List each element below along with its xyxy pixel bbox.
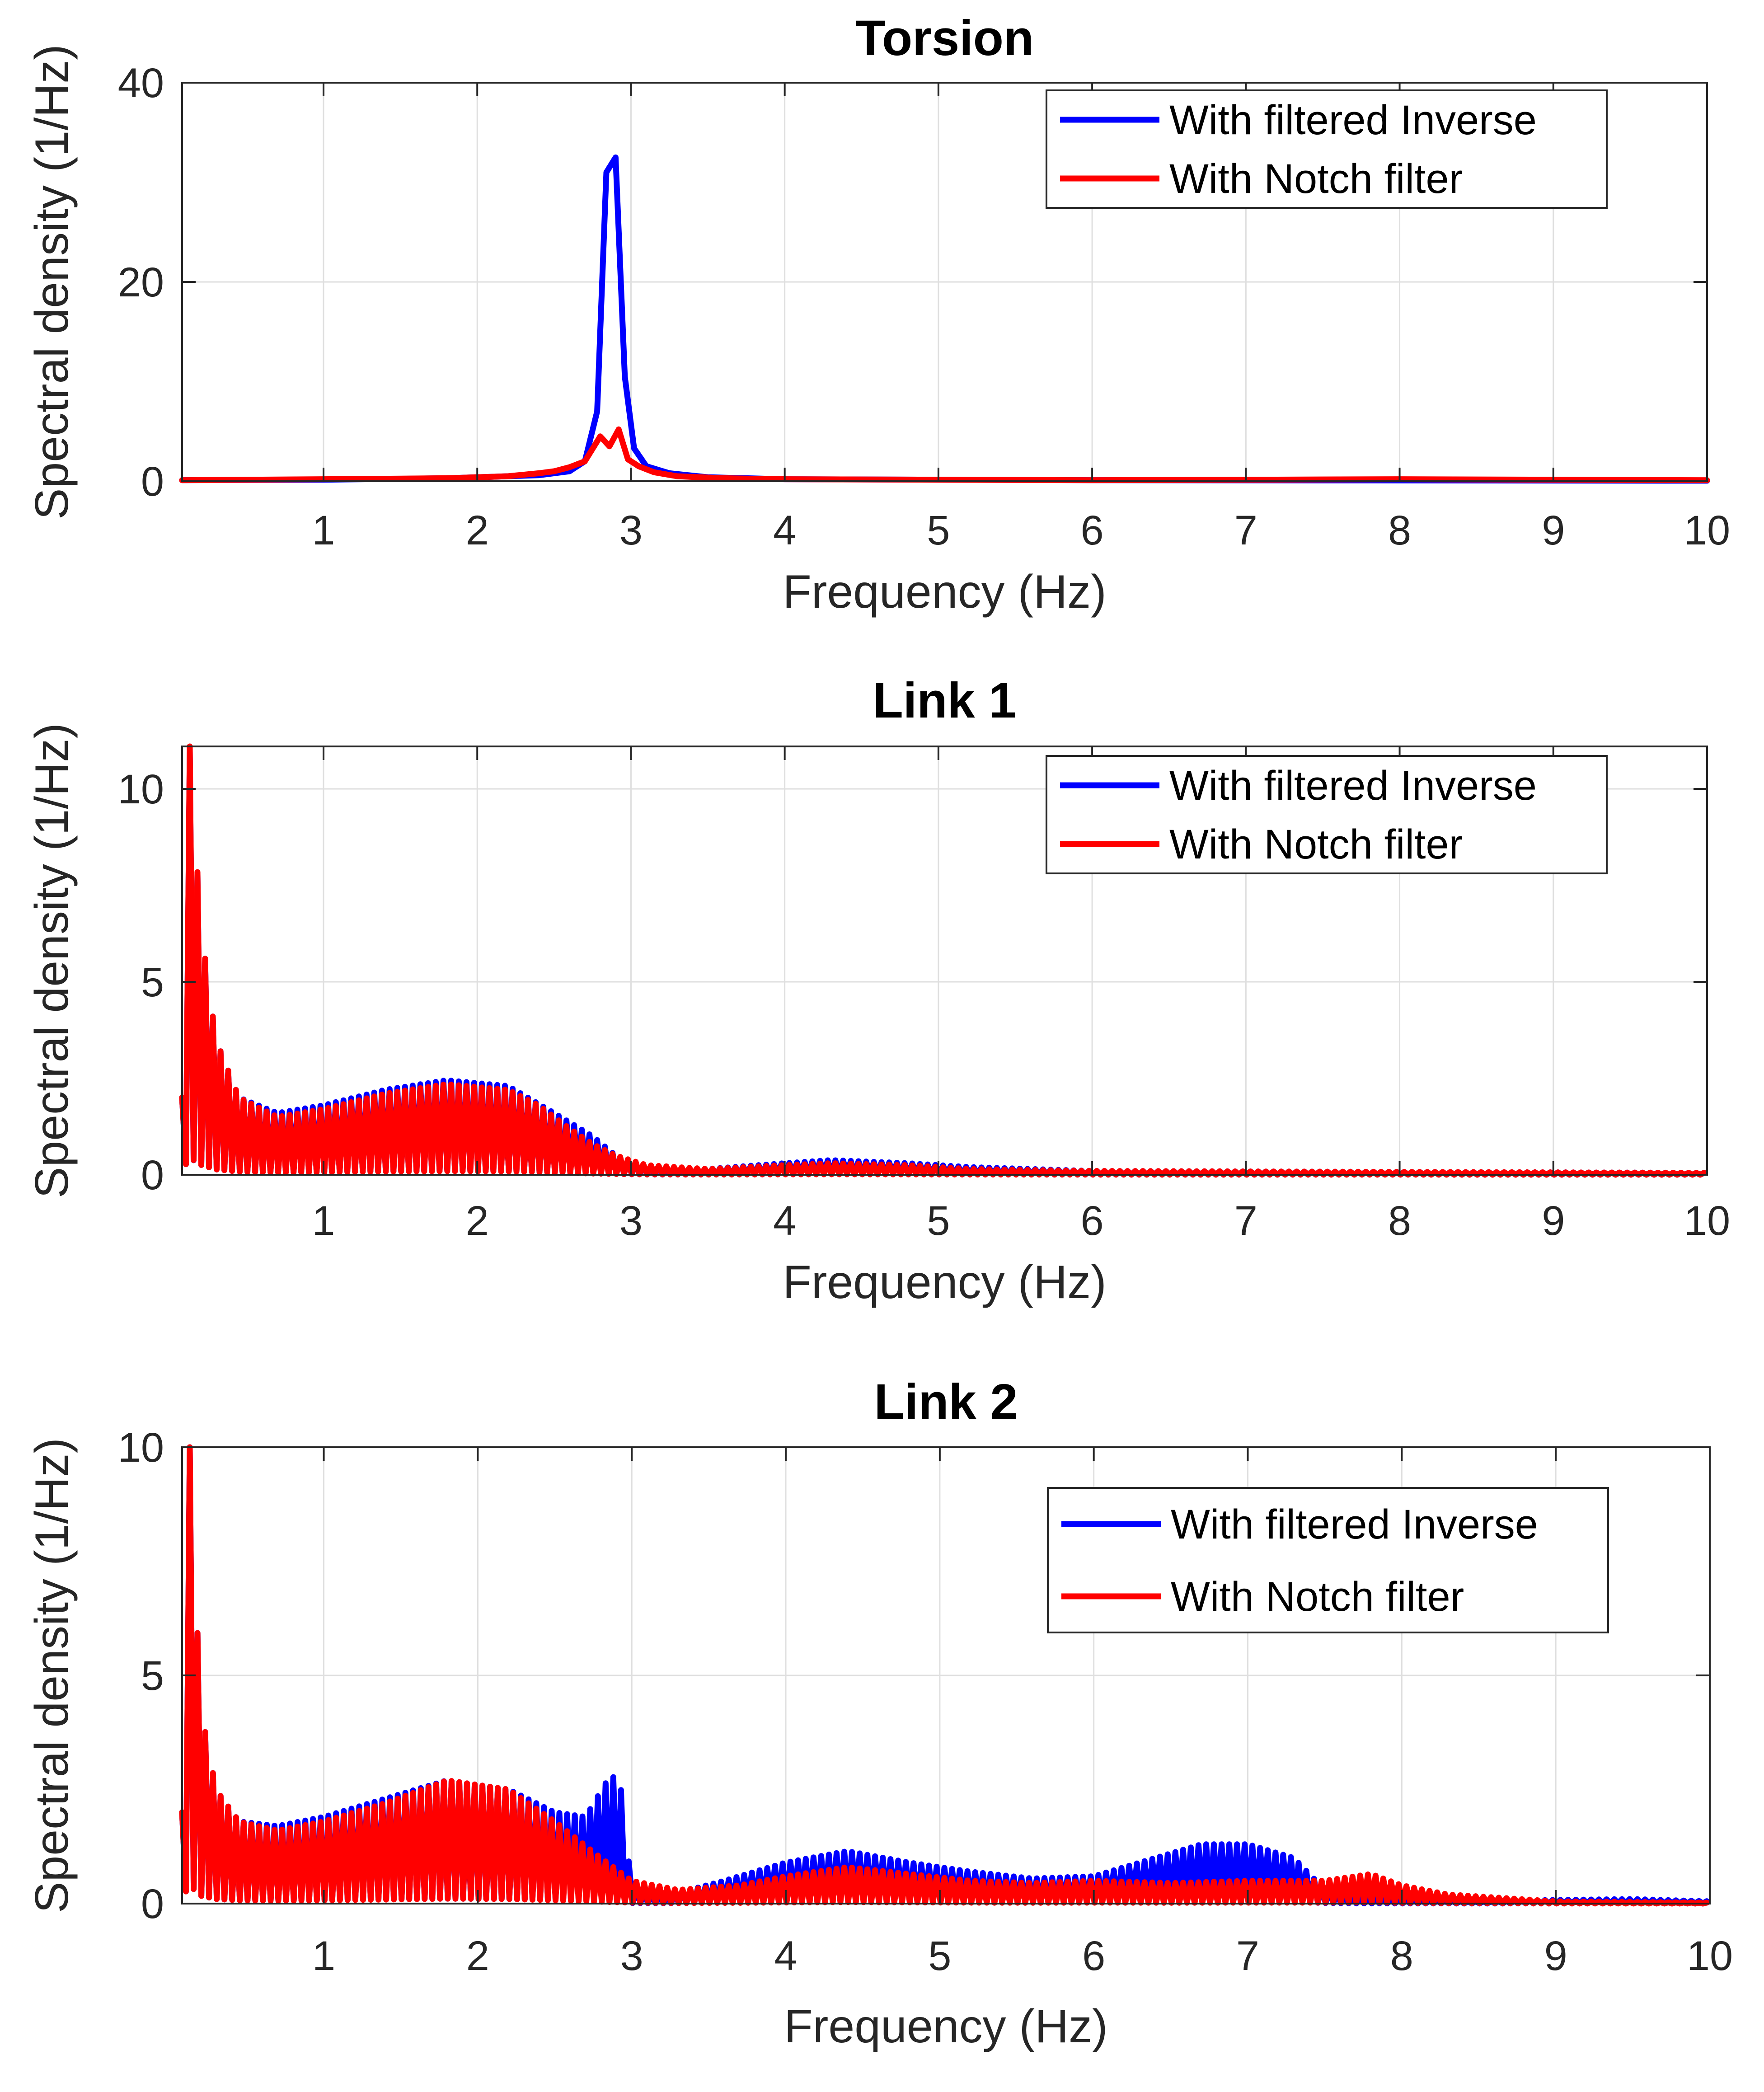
y-tick-label: 10 <box>118 1425 164 1471</box>
y-tick-label: 5 <box>141 1653 164 1699</box>
y-tick-label: 0 <box>141 1881 164 1927</box>
x-axis-label: Frequency (Hz) <box>784 2000 1108 2053</box>
x-axis-label: Frequency (Hz) <box>783 566 1107 618</box>
x-tick-label: 10 <box>1684 1198 1730 1244</box>
y-axis-label: Spectral density (1/Hz) <box>26 1438 78 1913</box>
chart-panel-3: 1 2 3 4 5 6 7 8 9 10 0 5 10 Link 2 Frequency (Hz) Spect… <box>26 1374 1733 2053</box>
x-tick-label: 5 <box>928 1933 951 1979</box>
x-tick-label: 8 <box>1390 1933 1413 1979</box>
legend: With filtered Inverse With Notch filter <box>1046 89 1608 209</box>
x-tick-label: 6 <box>1082 1933 1105 1979</box>
legend: With filtered Inverse With Notch filter <box>1046 755 1608 874</box>
legend-box <box>1046 755 1608 874</box>
series-line-notch <box>179 1444 1710 1907</box>
x-tick-label: 3 <box>619 1198 643 1244</box>
x-tick-label: 1 <box>312 507 335 553</box>
chart-title: Link 1 <box>873 673 1017 728</box>
x-tick-label: 2 <box>466 1198 489 1244</box>
x-tick-label: 1 <box>312 1933 335 1979</box>
x-tick-label: 5 <box>927 1198 950 1244</box>
x-tick-label: 4 <box>773 507 796 553</box>
x-tick-label: 7 <box>1234 507 1257 553</box>
x-tick-label: 3 <box>620 1933 643 1979</box>
y-tick-label: 0 <box>141 1152 164 1198</box>
legend-box <box>1047 1487 1609 1633</box>
x-tick-label: 10 <box>1687 1933 1733 1979</box>
x-tick-label: 6 <box>1081 1198 1104 1244</box>
y-tick-label: 40 <box>118 60 164 106</box>
series-line-notch <box>179 743 1707 1178</box>
x-axis-label: Frequency (Hz) <box>783 1256 1107 1309</box>
x-tick-label: 9 <box>1544 1933 1567 1979</box>
chart-panel-1: 1 2 3 4 5 6 7 8 9 10 0 20 40 Torsion Frequency (Hz) Spe… <box>26 10 1730 618</box>
x-tick-label: 8 <box>1388 507 1411 553</box>
y-tick-label: 0 <box>141 459 164 505</box>
x-tick-label: 7 <box>1234 1198 1257 1244</box>
x-tick-label: 6 <box>1081 507 1104 553</box>
series-line-notch <box>179 426 1710 483</box>
y-axis-label: Spectral density (1/Hz) <box>26 44 78 520</box>
y-tick-label: 20 <box>118 259 164 305</box>
chart-title: Torsion <box>855 10 1034 66</box>
legend-label-inverse: With filtered Inverse <box>1171 1501 1538 1548</box>
chart-title: Link 2 <box>874 1374 1018 1430</box>
legend-label-notch: With Notch filter <box>1169 821 1463 868</box>
x-tick-label: 3 <box>619 507 643 553</box>
chart-panel-2: 1 2 3 4 5 6 7 8 9 10 0 5 10 Link 1 Frequency (Hz) Spect… <box>26 673 1730 1309</box>
y-tick-label: 5 <box>141 959 164 1005</box>
x-tick-label: 8 <box>1388 1198 1411 1244</box>
x-tick-label: 2 <box>466 507 489 553</box>
x-tick-label: 10 <box>1684 507 1730 553</box>
x-tick-label: 9 <box>1542 507 1565 553</box>
x-tick-label: 2 <box>466 1933 489 1979</box>
x-tick-label: 4 <box>774 1933 797 1979</box>
axes-box <box>181 746 1708 1176</box>
x-tick-label: 5 <box>927 507 950 553</box>
y-tick-label: 10 <box>118 766 164 812</box>
legend-label-inverse: With filtered Inverse <box>1169 97 1537 143</box>
x-tick-label: 9 <box>1542 1198 1565 1244</box>
legend-box <box>1046 89 1608 209</box>
legend-label-notch: With Notch filter <box>1171 1574 1464 1620</box>
legend-label-inverse: With filtered Inverse <box>1169 763 1537 809</box>
x-tick-label: 7 <box>1236 1933 1259 1979</box>
x-tick-label: 4 <box>773 1198 796 1244</box>
y-axis-label: Spectral density (1/Hz) <box>26 723 78 1198</box>
legend: With filtered Inverse With Notch filter <box>1047 1487 1609 1633</box>
x-tick-label: 1 <box>312 1198 335 1244</box>
legend-label-notch: With Notch filter <box>1169 156 1463 202</box>
